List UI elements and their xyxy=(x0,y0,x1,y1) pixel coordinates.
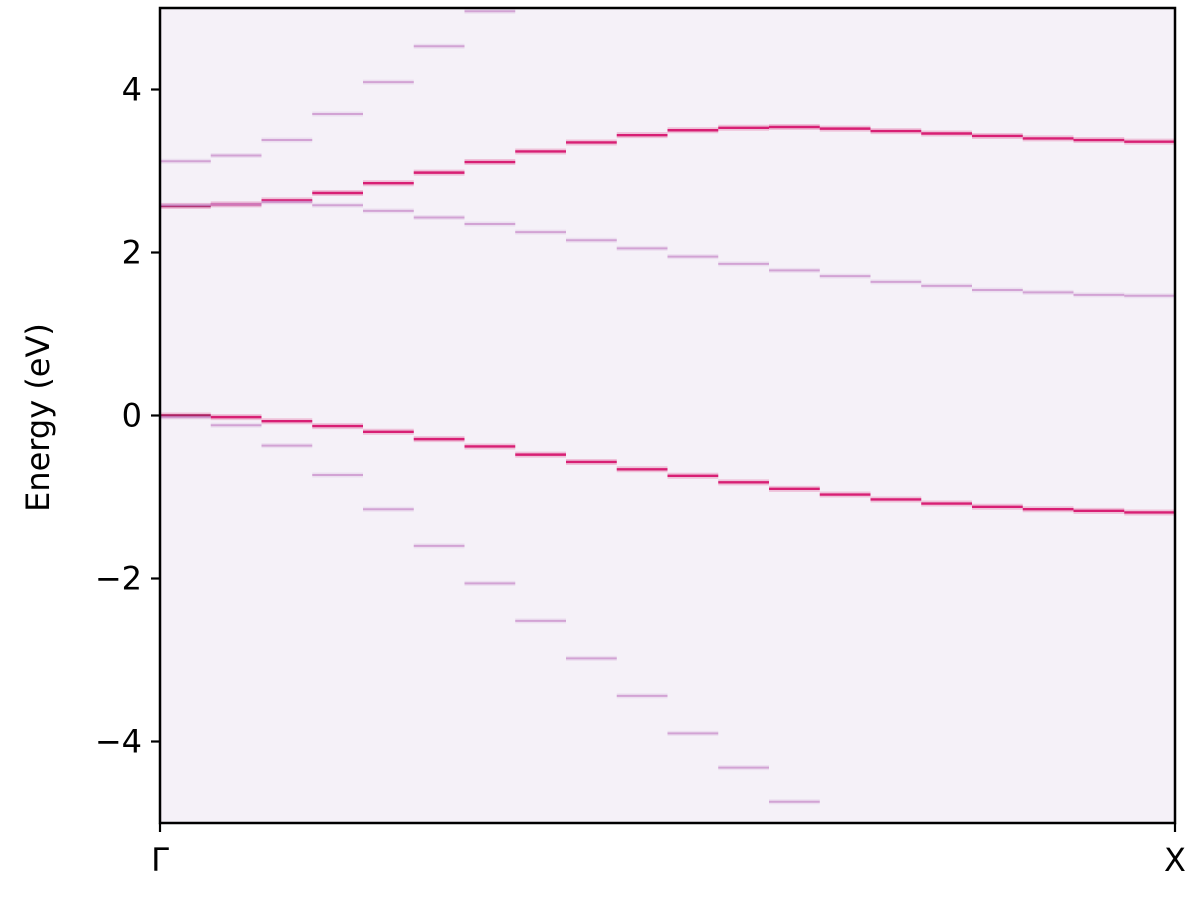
x-tick-label-0: Γ xyxy=(151,841,169,879)
y-tick-label-2: 0 xyxy=(122,397,142,435)
y-tick-label-0: 4 xyxy=(122,71,142,109)
y-axis: 4 2 0 −2 −4 xyxy=(95,71,160,761)
bands-layer xyxy=(160,8,1175,805)
x-tick-label-1: X xyxy=(1164,841,1186,879)
y-axis-label: Energy (eV) xyxy=(19,323,57,512)
y-tick-label-1: 2 xyxy=(122,234,142,272)
y-tick-label-3: −2 xyxy=(95,560,142,598)
y-tick-label-4: −4 xyxy=(95,723,142,761)
plot-background xyxy=(160,8,1175,823)
